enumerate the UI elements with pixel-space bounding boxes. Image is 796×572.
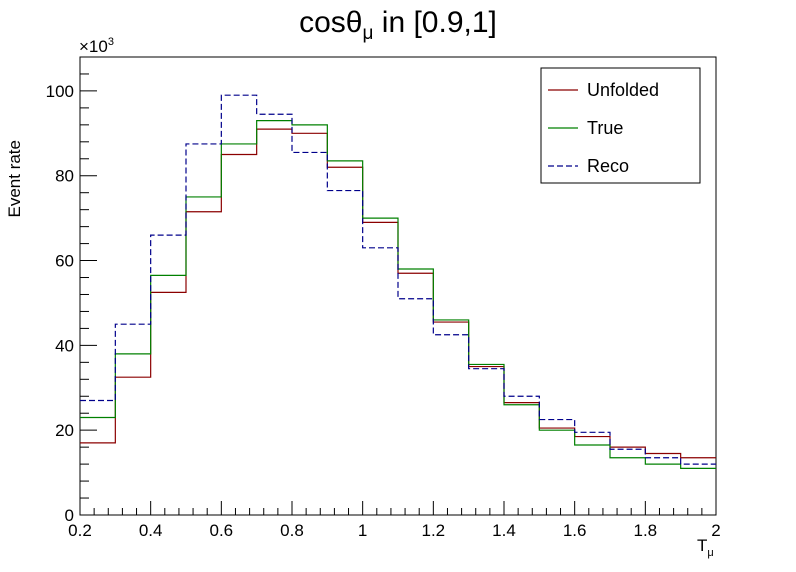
x-tick-label: 0.2 bbox=[68, 521, 92, 540]
y-tick-label: 60 bbox=[55, 252, 74, 271]
x-tick-label: 1 bbox=[358, 521, 367, 540]
legend: Unfolded True Reco bbox=[540, 67, 701, 184]
y-tick-label: 0 bbox=[65, 506, 74, 525]
series-reco-line bbox=[80, 94, 716, 465]
x-axis: 0.2 0.4 0.6 0.8 1 1.2 1.4 1.6 1.8 2 bbox=[68, 501, 721, 540]
y-axis-label: Event rate bbox=[5, 140, 24, 218]
legend-box bbox=[540, 67, 701, 184]
x-tick-label: 1.8 bbox=[634, 521, 658, 540]
x-axis-label: Tμ bbox=[697, 536, 714, 559]
series-layer bbox=[80, 94, 716, 469]
y-tick-label: 80 bbox=[55, 167, 74, 186]
x-tick-label: 2 bbox=[711, 521, 720, 540]
y-tick-label: 100 bbox=[46, 82, 74, 101]
y-multiplier: ×103 bbox=[79, 36, 114, 56]
x-tick-label: 0.4 bbox=[139, 521, 163, 540]
legend-label-true: True bbox=[587, 118, 623, 138]
plot-frame bbox=[79, 56, 717, 516]
x-tick-label: 0.8 bbox=[280, 521, 304, 540]
y-tick-label: 40 bbox=[55, 336, 74, 355]
chart-title: cosθμ in [0.9,1] bbox=[299, 6, 497, 44]
series-true-line bbox=[80, 120, 716, 469]
x-tick-label: 1.2 bbox=[422, 521, 446, 540]
y-axis: 0 20 40 60 80 100 bbox=[46, 56, 97, 525]
legend-label-reco: Reco bbox=[587, 156, 629, 176]
y-tick-label: 20 bbox=[55, 421, 74, 440]
legend-label-unfolded: Unfolded bbox=[587, 80, 659, 100]
x-tick-label: 0.6 bbox=[210, 521, 234, 540]
x-tick-label: 1.6 bbox=[563, 521, 587, 540]
x-tick-label: 1.4 bbox=[492, 521, 516, 540]
